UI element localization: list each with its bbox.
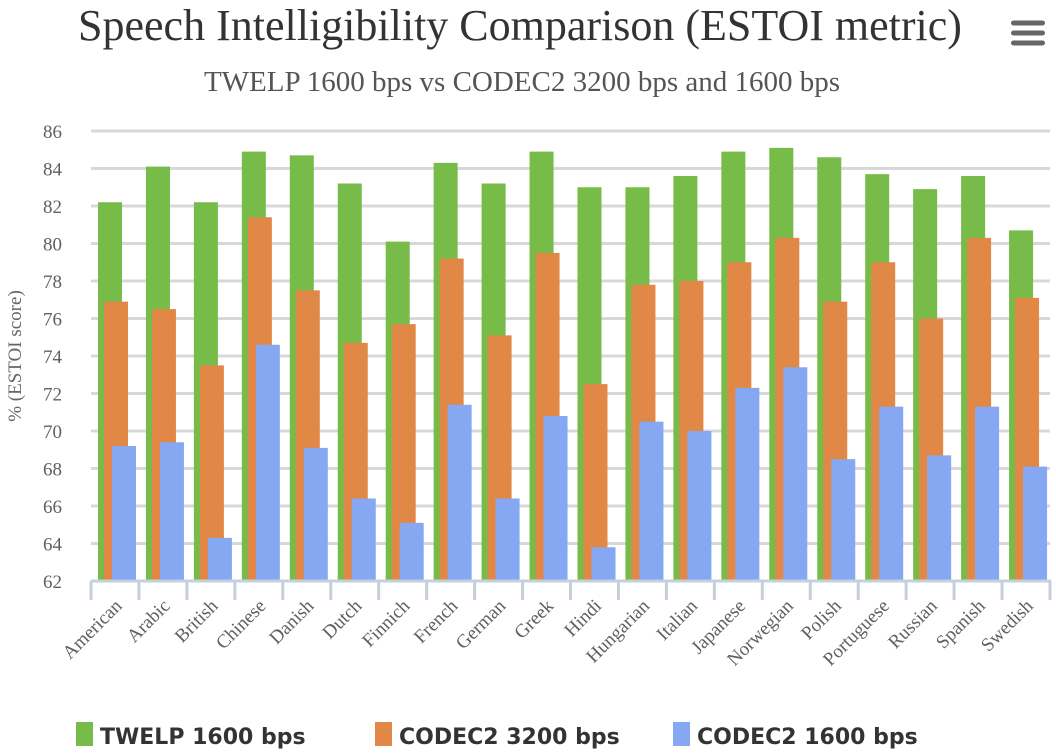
bar[interactable]: [927, 455, 952, 581]
bar[interactable]: [351, 498, 376, 582]
legend: TWELP 1600 bps CODEC2 3200 bps CODEC2 1600…: [76, 722, 918, 750]
legend-item[interactable]: TWELP 1600 bps: [76, 722, 306, 750]
y-tick-label: 64: [43, 535, 63, 556]
bar[interactable]: [975, 406, 1000, 581]
x-tick-label: German: [452, 595, 510, 653]
x-tick-label: Swedish: [977, 595, 1038, 656]
x-axis: [89, 579, 1052, 600]
x-tick-label: Finnich: [358, 595, 414, 651]
y-tick-label: 74: [43, 347, 63, 368]
bar[interactable]: [399, 522, 424, 581]
bar[interactable]: [1023, 466, 1048, 581]
bar[interactable]: [159, 442, 184, 581]
legend-swatch: [76, 722, 93, 746]
y-tick-label: 70: [43, 422, 62, 443]
y-tick-label: 76: [43, 310, 62, 331]
gridlines: [91, 129, 1050, 545]
bar[interactable]: [495, 498, 520, 582]
y-tick-label: 84: [43, 160, 63, 181]
bar[interactable]: [735, 387, 760, 581]
legend-label: CODEC2 3200 bps: [399, 725, 620, 750]
bar[interactable]: [543, 416, 568, 581]
bar[interactable]: [303, 447, 328, 581]
chart-subtitle: TWELP 1600 bps vs CODEC2 3200 bps and 16…: [204, 66, 840, 98]
y-tick-label: 68: [43, 460, 62, 481]
legend-label: TWELP 1600 bps: [100, 725, 306, 750]
bar[interactable]: [207, 537, 232, 581]
x-tick-label: Danish: [265, 595, 318, 648]
chart-title: Speech Intelligibility Comparison (ESTOI…: [78, 1, 962, 50]
legend-swatch: [375, 722, 392, 746]
y-tick-label: 80: [43, 235, 62, 256]
y-tick-label: 86: [43, 122, 62, 143]
y-tick-label: 62: [43, 572, 62, 593]
bar[interactable]: [831, 459, 856, 581]
bar[interactable]: [255, 344, 280, 581]
y-axis-ticks: 62 64 66 68 70 72 74 76 78 80 82 84 86: [43, 122, 63, 593]
y-tick-label: 66: [43, 497, 62, 518]
series-codec2-1600-bps: [112, 344, 1048, 582]
bar[interactable]: [591, 547, 616, 581]
bar[interactable]: [687, 431, 712, 581]
y-tick-label: 78: [43, 272, 62, 293]
legend-swatch: [673, 722, 690, 746]
bar[interactable]: [879, 406, 904, 581]
y-tick-label: 72: [43, 385, 62, 406]
legend-label: CODEC2 1600 bps: [697, 725, 918, 750]
x-tick-label: Greek: [510, 595, 558, 643]
x-tick-label: Chinese: [212, 596, 270, 654]
bar[interactable]: [447, 404, 472, 581]
x-tick-label: Russian: [884, 595, 942, 653]
bars: [98, 147, 1048, 582]
x-tick-label: Arabic: [123, 596, 174, 647]
bar[interactable]: [783, 367, 808, 581]
x-tick-label: American: [59, 595, 127, 663]
y-tick-label: 82: [43, 197, 62, 218]
bar[interactable]: [112, 446, 136, 581]
bar[interactable]: [639, 421, 664, 581]
hamburger-menu-icon[interactable]: [1005, 14, 1051, 54]
y-axis-label: % (ESTOI score): [5, 290, 26, 422]
legend-item[interactable]: CODEC2 1600 bps: [673, 722, 918, 750]
legend-item[interactable]: CODEC2 3200 bps: [375, 722, 620, 750]
